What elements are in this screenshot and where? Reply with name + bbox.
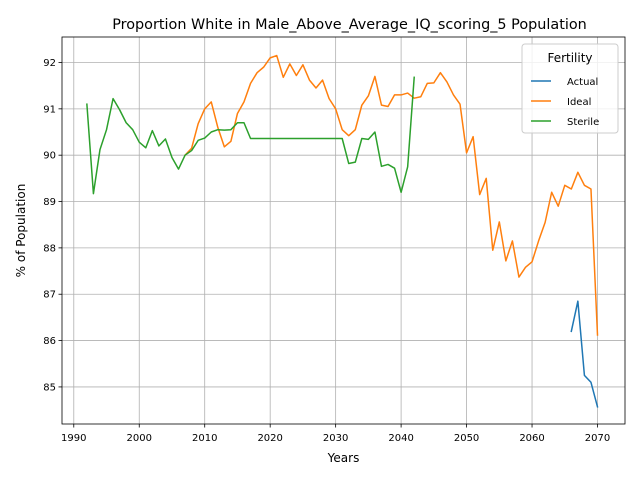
- series-line-ideal: [184, 54, 599, 336]
- x-tick-label: 2010: [192, 433, 217, 444]
- y-tick-label: 86: [43, 336, 56, 347]
- legend-items: Actual Ideal Sterile: [531, 77, 599, 128]
- y-tick-label: 92: [43, 58, 56, 69]
- y-axis: 85 86 87 88 89 90 91 92: [43, 58, 62, 393]
- y-tick-label: 85: [43, 382, 56, 393]
- x-tick-label: 2070: [585, 433, 610, 444]
- series-line-sterile: [86, 76, 416, 195]
- x-tick-label: 2020: [257, 433, 282, 444]
- series-layer: [86, 54, 599, 408]
- x-axis-label: Years: [327, 451, 360, 465]
- x-axis: 1990 2000 2010 2020 2030 2040 2050 2060 2070: [61, 424, 610, 444]
- y-tick-label: 91: [43, 104, 56, 115]
- y-tick-label: 88: [43, 243, 56, 254]
- series-line-actual: [570, 300, 599, 408]
- x-tick-label: 2060: [519, 433, 544, 444]
- x-tick-label: 2040: [388, 433, 413, 444]
- y-axis-label: % of Population: [14, 184, 28, 278]
- legend-box: [521, 43, 619, 134]
- plot-area-frame: [61, 36, 626, 425]
- legend: Fertility Actual Ideal Sterile: [521, 43, 619, 134]
- legend-label-sterile: Sterile: [567, 117, 599, 128]
- x-tick-label: 1990: [61, 433, 86, 444]
- y-tick-label: 89: [43, 197, 56, 208]
- legend-label-actual: Actual: [567, 77, 598, 88]
- x-tick-label: 2030: [323, 433, 348, 444]
- legend-title: Fertility: [547, 51, 592, 65]
- y-tick-label: 90: [43, 151, 56, 162]
- y-tick-label: 87: [43, 290, 56, 301]
- legend-label-ideal: Ideal: [567, 97, 591, 108]
- chart-title: Proportion White in Male_Above_Average_I…: [112, 17, 587, 33]
- x-tick-label: 2050: [454, 433, 479, 444]
- x-tick-label: 2000: [127, 433, 152, 444]
